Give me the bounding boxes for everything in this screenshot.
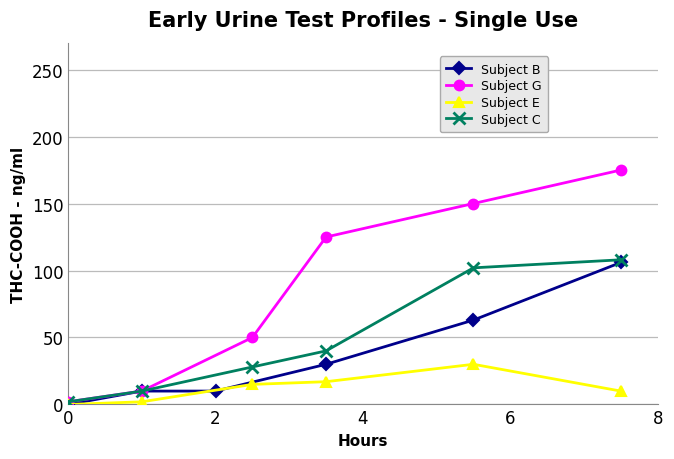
Subject E <box>322 379 330 385</box>
Subject G <box>322 235 330 240</box>
Subject B <box>64 402 72 407</box>
Subject C <box>617 257 625 263</box>
Subject B <box>137 388 146 394</box>
Legend: Subject B, Subject G, Subject E, Subject C: Subject B, Subject G, Subject E, Subject… <box>440 57 548 133</box>
Subject E <box>248 382 256 387</box>
Y-axis label: THC-COOH - ng/ml: THC-COOH - ng/ml <box>11 146 26 302</box>
Subject G <box>469 202 477 207</box>
Subject E <box>469 362 477 367</box>
Subject B <box>322 362 330 367</box>
Line: Subject E: Subject E <box>63 360 625 409</box>
Subject C <box>248 364 256 370</box>
Subject B <box>469 318 477 323</box>
Subject C <box>322 348 330 354</box>
Subject B <box>617 260 625 266</box>
Subject E <box>64 402 72 407</box>
Title: Early Urine Test Profiles - Single Use: Early Urine Test Profiles - Single Use <box>148 11 578 31</box>
Subject G <box>617 168 625 174</box>
Subject G <box>137 388 146 394</box>
Subject E <box>137 399 146 405</box>
Line: Subject C: Subject C <box>62 254 627 408</box>
Line: Subject G: Subject G <box>63 166 625 407</box>
Subject C <box>137 388 146 394</box>
Subject E <box>617 388 625 394</box>
Subject G <box>248 335 256 341</box>
Subject B <box>212 388 220 394</box>
X-axis label: Hours: Hours <box>338 433 388 448</box>
Line: Subject B: Subject B <box>64 259 625 409</box>
Subject C <box>64 399 72 405</box>
Subject C <box>469 265 477 271</box>
Subject G <box>64 399 72 405</box>
